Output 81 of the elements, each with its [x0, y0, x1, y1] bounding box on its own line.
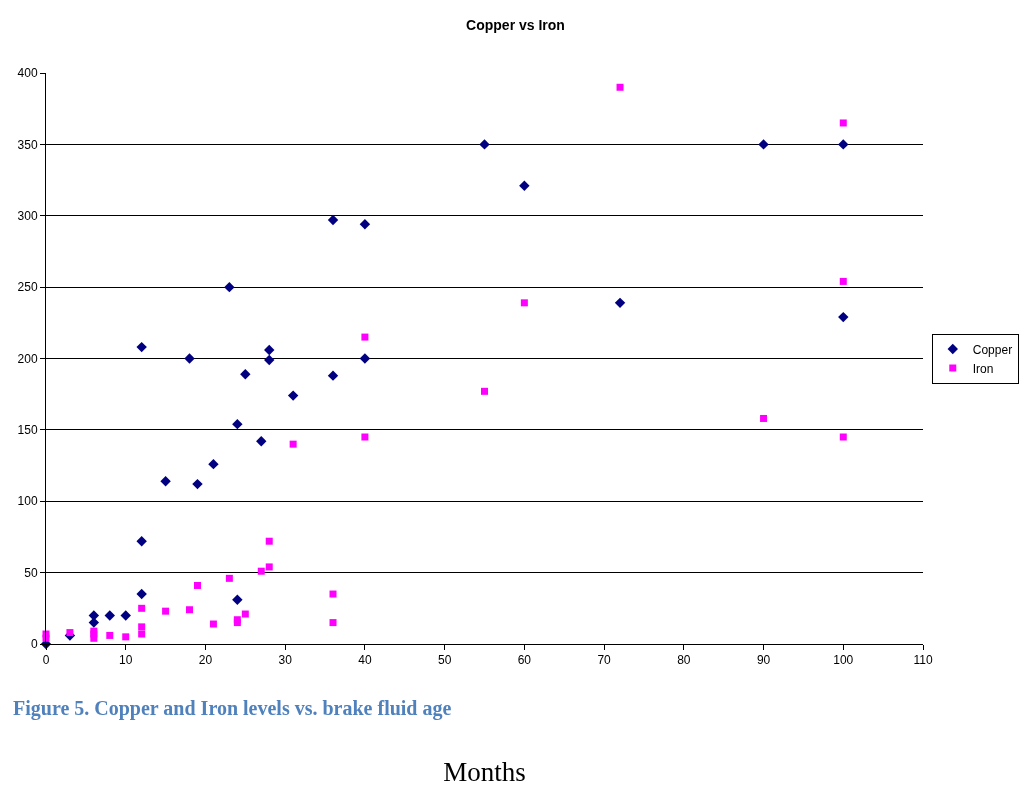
point: [616, 83, 624, 91]
point: [838, 311, 849, 323]
point: [193, 581, 201, 589]
point: [359, 219, 371, 230]
x-tick-label: 60: [517, 653, 532, 668]
x-tick-label: 0: [42, 653, 50, 668]
point: [838, 139, 849, 150]
point: [88, 610, 100, 621]
point: [232, 594, 243, 605]
legend-label: Copper: [972, 342, 1013, 357]
point: [136, 588, 147, 600]
point: [186, 606, 194, 614]
y-tick-label: 350: [17, 137, 38, 152]
y-tick-label: 50: [24, 565, 38, 580]
point: [136, 341, 147, 353]
point: [329, 590, 337, 598]
point: [66, 629, 74, 637]
point: [264, 354, 275, 366]
point: [839, 119, 847, 127]
point: [758, 139, 769, 150]
caption: Figure 5. Copper and Iron levels vs. brake fluid age: [13, 697, 452, 720]
x-axis-title: Months: [443, 756, 526, 787]
point: [289, 440, 297, 448]
point: [359, 353, 371, 364]
y-tick-label: 100: [17, 494, 38, 509]
point: [257, 567, 265, 575]
point: [327, 370, 339, 381]
x-tick-label: 40: [358, 653, 372, 668]
point: [264, 344, 275, 356]
y-tick-label: 150: [17, 423, 38, 438]
legend-label: Iron: [972, 361, 994, 376]
x-tick-label: 30: [278, 653, 293, 668]
point: [208, 458, 219, 470]
point: [122, 633, 130, 641]
point: [136, 536, 147, 547]
x-tick-label: 50: [437, 653, 452, 668]
point: [120, 610, 131, 621]
point: [209, 620, 217, 628]
chart-title: Copper vs Iron: [466, 16, 565, 33]
point: [162, 607, 170, 615]
x-tick-label: 80: [677, 653, 691, 668]
point: [361, 433, 369, 441]
point: [287, 390, 299, 401]
point: [265, 563, 273, 571]
point: [327, 214, 339, 226]
point: [104, 610, 115, 621]
y-tick-label: 400: [17, 66, 38, 81]
point: [138, 604, 146, 612]
point: [520, 299, 528, 307]
x-tick-label: 100: [833, 653, 854, 668]
point: [256, 436, 267, 447]
x-tick-label: 10: [119, 653, 133, 668]
point: [839, 433, 847, 441]
y-tick-label: 250: [17, 280, 38, 295]
point: [138, 623, 146, 631]
point: [839, 277, 847, 285]
point: [232, 418, 243, 430]
point: [519, 180, 530, 191]
y-tick-label: 0: [30, 637, 38, 652]
point: [224, 281, 235, 293]
point: [241, 610, 249, 618]
point: [106, 631, 114, 639]
point: [184, 353, 195, 364]
x-tick-label: 90: [756, 653, 771, 668]
point: [760, 414, 768, 422]
point: [138, 630, 146, 638]
y-tick-label: 300: [17, 208, 38, 223]
point: [329, 619, 337, 627]
x-tick-label: 70: [597, 653, 612, 668]
point: [481, 387, 488, 395]
x-tick-label: 20: [198, 653, 213, 668]
y-tick-label: 200: [17, 351, 38, 366]
point: [225, 574, 233, 582]
point: [361, 333, 369, 341]
point: [614, 297, 626, 309]
point: [240, 369, 251, 380]
point: [160, 476, 171, 487]
point: [479, 139, 490, 150]
x-tick-label: 110: [913, 653, 933, 668]
point: [265, 537, 273, 545]
point: [192, 478, 203, 490]
